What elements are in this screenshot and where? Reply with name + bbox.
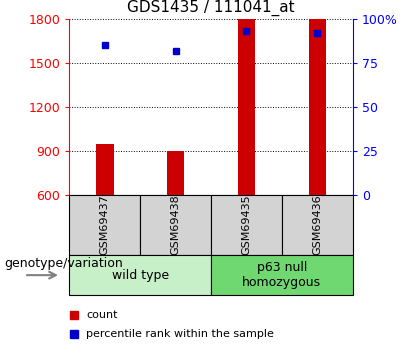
- Text: count: count: [86, 310, 118, 319]
- Bar: [309, 19, 326, 195]
- Bar: [69, 195, 140, 255]
- Title: GDS1435 / 111041_at: GDS1435 / 111041_at: [127, 0, 295, 16]
- Text: GSM69437: GSM69437: [100, 195, 110, 256]
- Text: p63 null
homozygous: p63 null homozygous: [242, 261, 321, 289]
- Bar: [167, 151, 184, 195]
- Text: GSM69435: GSM69435: [241, 195, 252, 255]
- Bar: [96, 144, 113, 195]
- Text: percentile rank within the sample: percentile rank within the sample: [86, 329, 274, 339]
- Bar: [140, 195, 211, 255]
- Text: GSM69436: GSM69436: [312, 195, 323, 255]
- Text: genotype/variation: genotype/variation: [4, 257, 123, 269]
- Bar: [282, 195, 353, 255]
- Text: wild type: wild type: [112, 269, 169, 282]
- Bar: [211, 255, 353, 295]
- Text: GSM69438: GSM69438: [171, 195, 181, 256]
- Bar: [238, 19, 255, 195]
- Bar: [69, 255, 211, 295]
- Bar: [211, 195, 282, 255]
